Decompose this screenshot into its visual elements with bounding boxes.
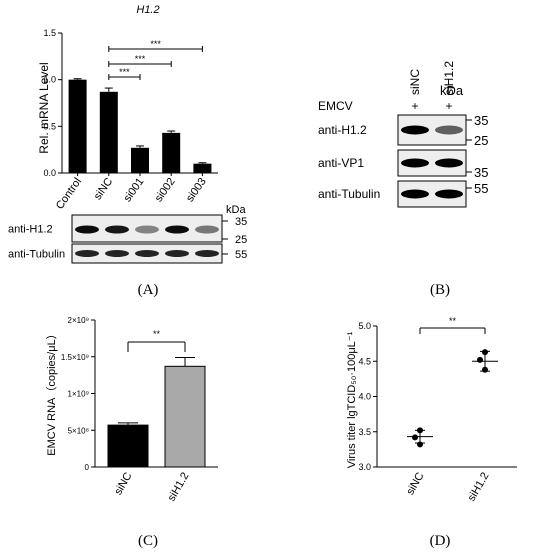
chart-c-x-tick-label: siH1.2 <box>166 471 192 504</box>
chart-a-ylabel: Rel. mRNA Level <box>37 62 51 153</box>
chart-c-x-tick-label: siNC <box>112 470 134 497</box>
chart-c-y-tick-label: 2×10⁹ <box>68 316 89 325</box>
blot-b-row-label: anti-VP1 <box>318 156 364 170</box>
chart-a-y-tick-label: 1.5 <box>43 28 56 38</box>
chart-a-x-tick-label: si003 <box>184 176 209 204</box>
chart-d-sig-stars: ** <box>449 316 457 326</box>
blot-a-band <box>75 225 99 234</box>
blot-b-marker-label: 55 <box>474 181 488 196</box>
chart-a-bar <box>162 132 181 173</box>
blot-a-band <box>135 225 159 234</box>
blot-b-band <box>401 158 429 168</box>
blot-a-band <box>165 250 189 257</box>
chart-a-bar <box>193 163 212 173</box>
panel-label-c: (C) <box>138 533 158 549</box>
blot-b-condition-mark: + <box>411 99 418 113</box>
chart-c-bar <box>164 365 206 468</box>
blot-b-marker-label: 35 <box>474 165 488 180</box>
chart-a-x-tick-label: si001 <box>122 176 147 204</box>
blot-a-band <box>105 225 129 234</box>
blot-a-band <box>75 250 99 257</box>
blot-b-row-label: anti-H1.2 <box>318 123 367 137</box>
blot-a-marker-label: 55 <box>235 249 247 261</box>
chart-a-sig-stars: *** <box>119 67 130 77</box>
blot-b-band <box>435 158 463 168</box>
chart-c-ylabel: EMCV RNA（copies/μL） <box>45 328 58 455</box>
chart-a-bar <box>68 79 87 173</box>
chart-d-y-tick-label: 5.0 <box>358 321 371 331</box>
blot-a-band <box>165 225 189 234</box>
blot-b-lane-label: siNC <box>408 69 422 95</box>
chart-a-bar <box>131 147 149 173</box>
chart-d-y-tick-label: 3.5 <box>358 427 371 437</box>
blot-b-band <box>435 189 463 199</box>
blot-b-band <box>401 125 429 135</box>
blot-a-band <box>135 250 159 257</box>
chart-c-y-tick-label: 1.5×10⁹ <box>61 353 89 362</box>
chart-d-y-tick-label: 4.5 <box>358 356 371 366</box>
blot-b-band <box>401 189 429 199</box>
panel-label-d: (D) <box>430 533 451 549</box>
chart-d-y-tick-label: 3.0 <box>358 462 371 472</box>
chart-a-y-tick-label: 0.5 <box>43 121 56 131</box>
blot-a-kda-label: kDa <box>226 204 246 216</box>
chart-d-x-tick-label: siNC <box>404 470 426 497</box>
blot-a-marker-label: 35 <box>235 216 247 228</box>
blot-b-kda-label: kDa <box>440 83 464 98</box>
blot-a-band <box>195 250 219 257</box>
blot-a-band <box>105 250 129 257</box>
panel-label-a: (A) <box>138 282 159 298</box>
chart-c-y-tick-label: 1×10⁹ <box>68 390 89 399</box>
blot-b-marker-label: 25 <box>474 133 488 148</box>
chart-a-bar <box>99 91 118 173</box>
chart-a-y-tick-label: 1.0 <box>43 75 56 85</box>
chart-d-y-tick-label: 4.0 <box>358 392 371 402</box>
chart-a-x-tick-label: si002 <box>153 176 178 204</box>
blot-b-band <box>435 125 463 135</box>
chart-a-sig-stars: *** <box>150 39 161 49</box>
chart-d-x-tick-label: siH1.2 <box>466 471 492 504</box>
panel-label-b: (B) <box>430 282 450 298</box>
blot-b-condition-label: EMCV <box>318 99 353 113</box>
chart-c-y-tick-label: 5×10⁸ <box>68 426 89 435</box>
blot-b-marker-label: 35 <box>474 113 488 128</box>
chart-d-point <box>477 356 483 363</box>
blot-b-row-label: anti-Tubulin <box>318 187 380 201</box>
blot-b-condition-mark: + <box>445 99 452 113</box>
chart-c-bar <box>107 424 149 468</box>
chart-a-x-tick-label: Control <box>54 176 84 212</box>
chart-d-ylabel: Virus titer lgTCID₅₀·100μL⁻¹ <box>346 331 358 468</box>
blot-a-row-label: anti-H1.2 <box>8 224 53 236</box>
blot-a-marker-label: 25 <box>235 234 247 246</box>
chart-a-x-tick-label: siNC <box>92 176 116 202</box>
chart-c-sig-stars: ** <box>153 329 161 339</box>
chart-a-title: H1.2 <box>136 4 159 16</box>
blot-b-lane-label: siH1.2 <box>442 61 456 95</box>
chart-a-sig-stars: *** <box>135 54 146 64</box>
chart-c-y-tick-label: 0 <box>85 463 90 472</box>
chart-d-point <box>412 434 418 441</box>
blot-a-band <box>195 225 219 234</box>
chart-a-y-tick-label: 0.0 <box>43 168 56 178</box>
blot-a-row-label: anti-Tubulin <box>8 249 65 261</box>
